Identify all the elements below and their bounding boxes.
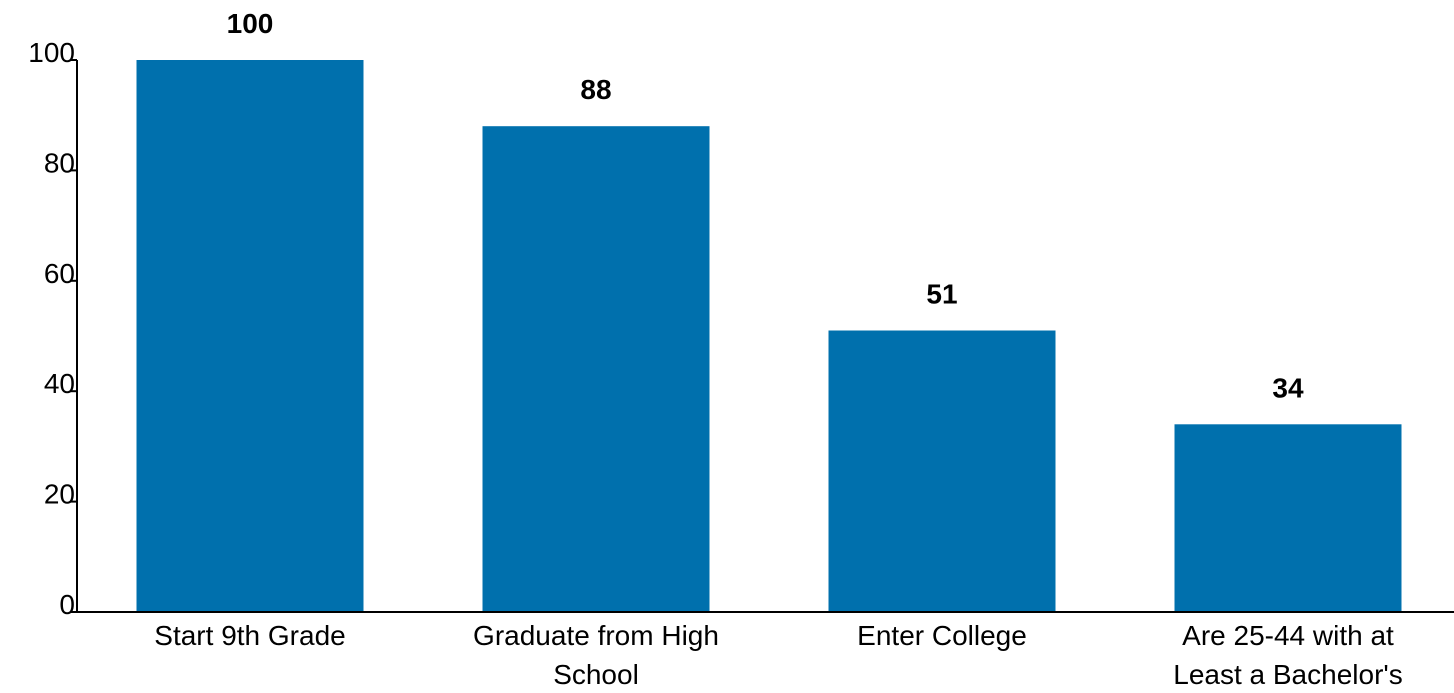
y-tick-label: 20 [44, 479, 75, 510]
data-label-2: 88 [580, 74, 611, 105]
bar-1 [136, 60, 364, 612]
category-label-line: Enter College [857, 620, 1027, 651]
y-tick-label: 80 [44, 147, 75, 178]
y-tick-label: 0 [59, 589, 75, 620]
category-label-4: Are 25-44 with at Least a Bachelor's [1173, 620, 1402, 690]
category-label-line: Are 25-44 with at [1182, 620, 1394, 651]
data-label-3: 51 [926, 279, 957, 310]
category-label-line: Start 9th Grade [154, 620, 345, 651]
data-labels: 100 88 51 34 [227, 8, 1304, 403]
category-label-line: Least a Bachelor's [1173, 659, 1402, 690]
bar-3 [828, 330, 1056, 612]
y-axis-ticks: 0 20 40 60 80 100 [28, 37, 77, 620]
bar-2 [482, 126, 710, 612]
category-label-2: Graduate from High School [473, 620, 719, 690]
y-tick-label: 60 [44, 258, 75, 289]
y-tick-label: 100 [28, 37, 75, 68]
y-tick-label: 40 [44, 368, 75, 399]
data-label-1: 100 [227, 8, 274, 39]
category-label-3: Enter College [857, 620, 1027, 651]
category-label-1: Start 9th Grade [154, 620, 345, 651]
bar-4 [1174, 424, 1402, 612]
bars-layer [136, 60, 1402, 612]
category-labels: Start 9th Grade Graduate from High School E… [154, 620, 1402, 690]
data-label-4: 34 [1272, 372, 1304, 403]
axes-layer [70, 60, 1454, 613]
category-label-line: Graduate from High [473, 620, 719, 651]
category-label-line: School [553, 659, 639, 690]
